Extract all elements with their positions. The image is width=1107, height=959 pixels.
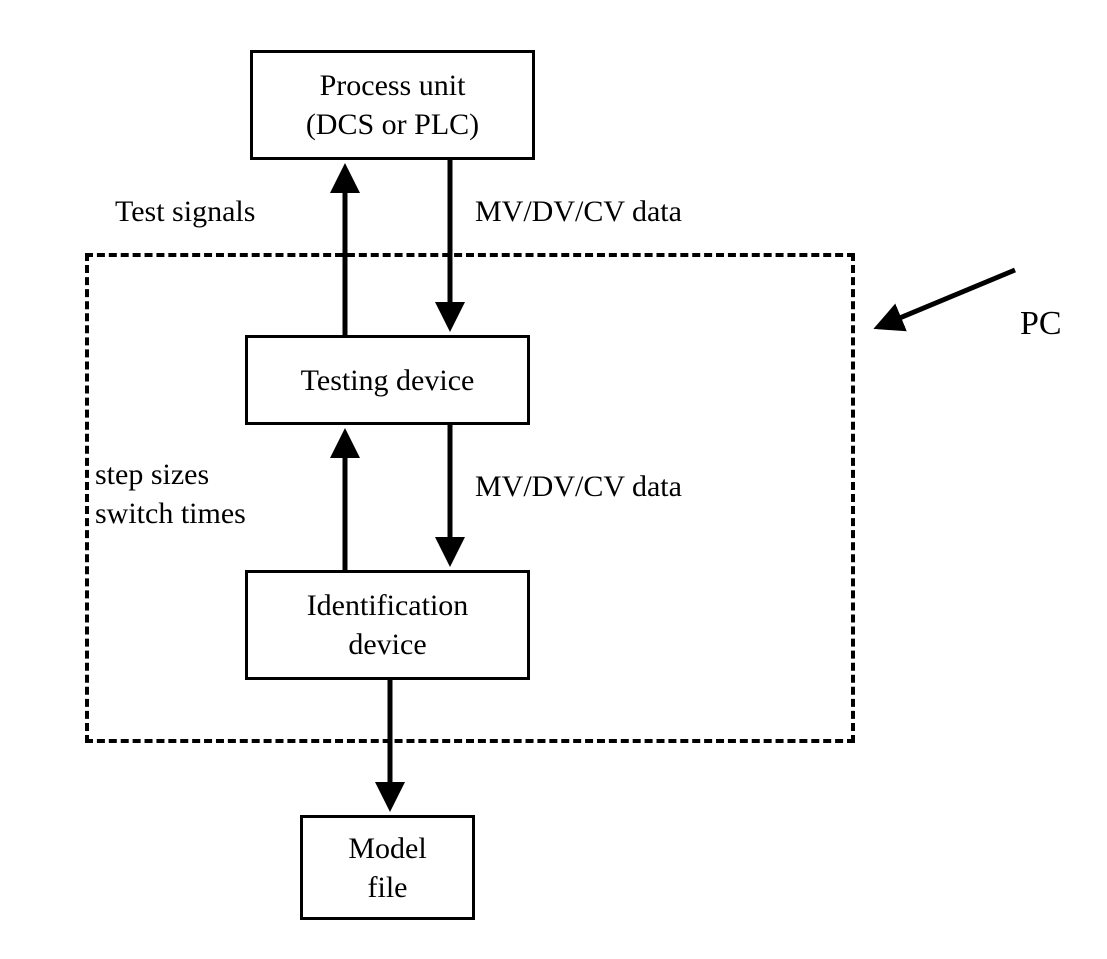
- label-mv-dv-cv-upper: MV/DV/CV data: [475, 195, 682, 229]
- node-process-unit: Process unit (DCS or PLC): [250, 50, 535, 160]
- flowchart-diagram: Process unit (DCS or PLC) Testing device…: [0, 0, 1107, 959]
- label-pc: PC: [1020, 305, 1062, 343]
- label-test-signals: Test signals: [115, 195, 255, 229]
- arrow-pc-pointer: [878, 270, 1015, 327]
- node-process-unit-line1: Process unit: [320, 66, 466, 105]
- node-model-file: Model file: [300, 815, 475, 920]
- node-process-unit-line2: (DCS or PLC): [306, 105, 479, 144]
- node-model-file-line1: Model: [348, 829, 426, 868]
- label-mv-dv-cv-lower: MV/DV/CV data: [475, 470, 682, 504]
- node-model-file-line2: file: [368, 868, 408, 907]
- node-identification-device-line1: Identification: [307, 586, 469, 625]
- node-identification-device: Identification device: [245, 570, 530, 680]
- node-testing-device-line1: Testing device: [301, 361, 475, 400]
- label-step-sizes: step sizes switch times: [95, 455, 246, 533]
- node-testing-device: Testing device: [245, 335, 530, 425]
- node-identification-device-line2: device: [348, 625, 426, 664]
